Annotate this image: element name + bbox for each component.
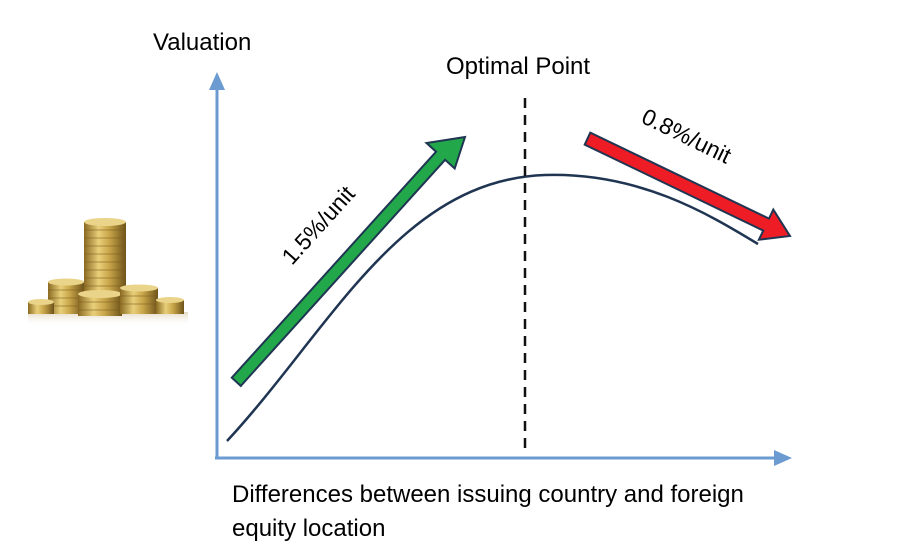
small-coin-stack bbox=[28, 299, 54, 314]
y-axis-label: Valuation bbox=[153, 29, 251, 56]
optimal-point-label: Optimal Point bbox=[446, 53, 590, 80]
right-coin-stack bbox=[120, 284, 158, 314]
x-axis bbox=[215, 450, 792, 466]
far-right-coin-stack bbox=[156, 297, 184, 314]
coin-stack-icon bbox=[28, 218, 188, 326]
x-axis-label: Differences between issuing country and … bbox=[232, 481, 744, 542]
falling-rate-label: 0.8%/unit bbox=[638, 103, 736, 169]
tall-coin-stack bbox=[84, 218, 126, 304]
front-coin-stack bbox=[78, 290, 122, 316]
y-axis bbox=[209, 72, 225, 458]
valuation-curve bbox=[226, 173, 759, 442]
falling-arrow bbox=[583, 131, 792, 241]
rising-arrow bbox=[230, 135, 467, 388]
